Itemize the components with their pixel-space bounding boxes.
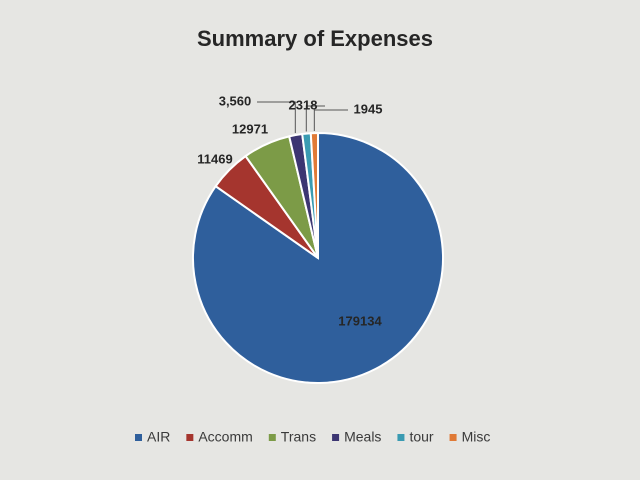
leader-line bbox=[305, 105, 325, 132]
legend-label: Trans bbox=[281, 429, 316, 445]
legend-marker bbox=[186, 434, 194, 441]
leader-line bbox=[313, 109, 348, 132]
pie-slice bbox=[309, 131, 319, 259]
chart-title: Summary of Expenses bbox=[197, 26, 433, 51]
data-label: 11469 bbox=[197, 151, 232, 166]
data-label: 2318 bbox=[289, 97, 318, 112]
legend-label: AIR bbox=[147, 429, 170, 445]
data-label: 1945 bbox=[354, 101, 383, 116]
legend-marker bbox=[397, 434, 405, 441]
legend-marker bbox=[449, 434, 457, 441]
legend-marker bbox=[135, 434, 142, 441]
data-label: 3,560 bbox=[219, 93, 252, 108]
data-label: 12971 bbox=[232, 121, 268, 136]
legend-marker bbox=[268, 434, 276, 441]
leader-line bbox=[257, 101, 296, 134]
data-label: 179134 bbox=[338, 313, 382, 328]
legend-label: Misc bbox=[462, 429, 491, 445]
legend-label: Meals bbox=[344, 429, 381, 445]
legend-label: Accomm bbox=[198, 429, 252, 445]
legend-marker bbox=[332, 434, 340, 441]
legend-label: tour bbox=[409, 429, 433, 445]
